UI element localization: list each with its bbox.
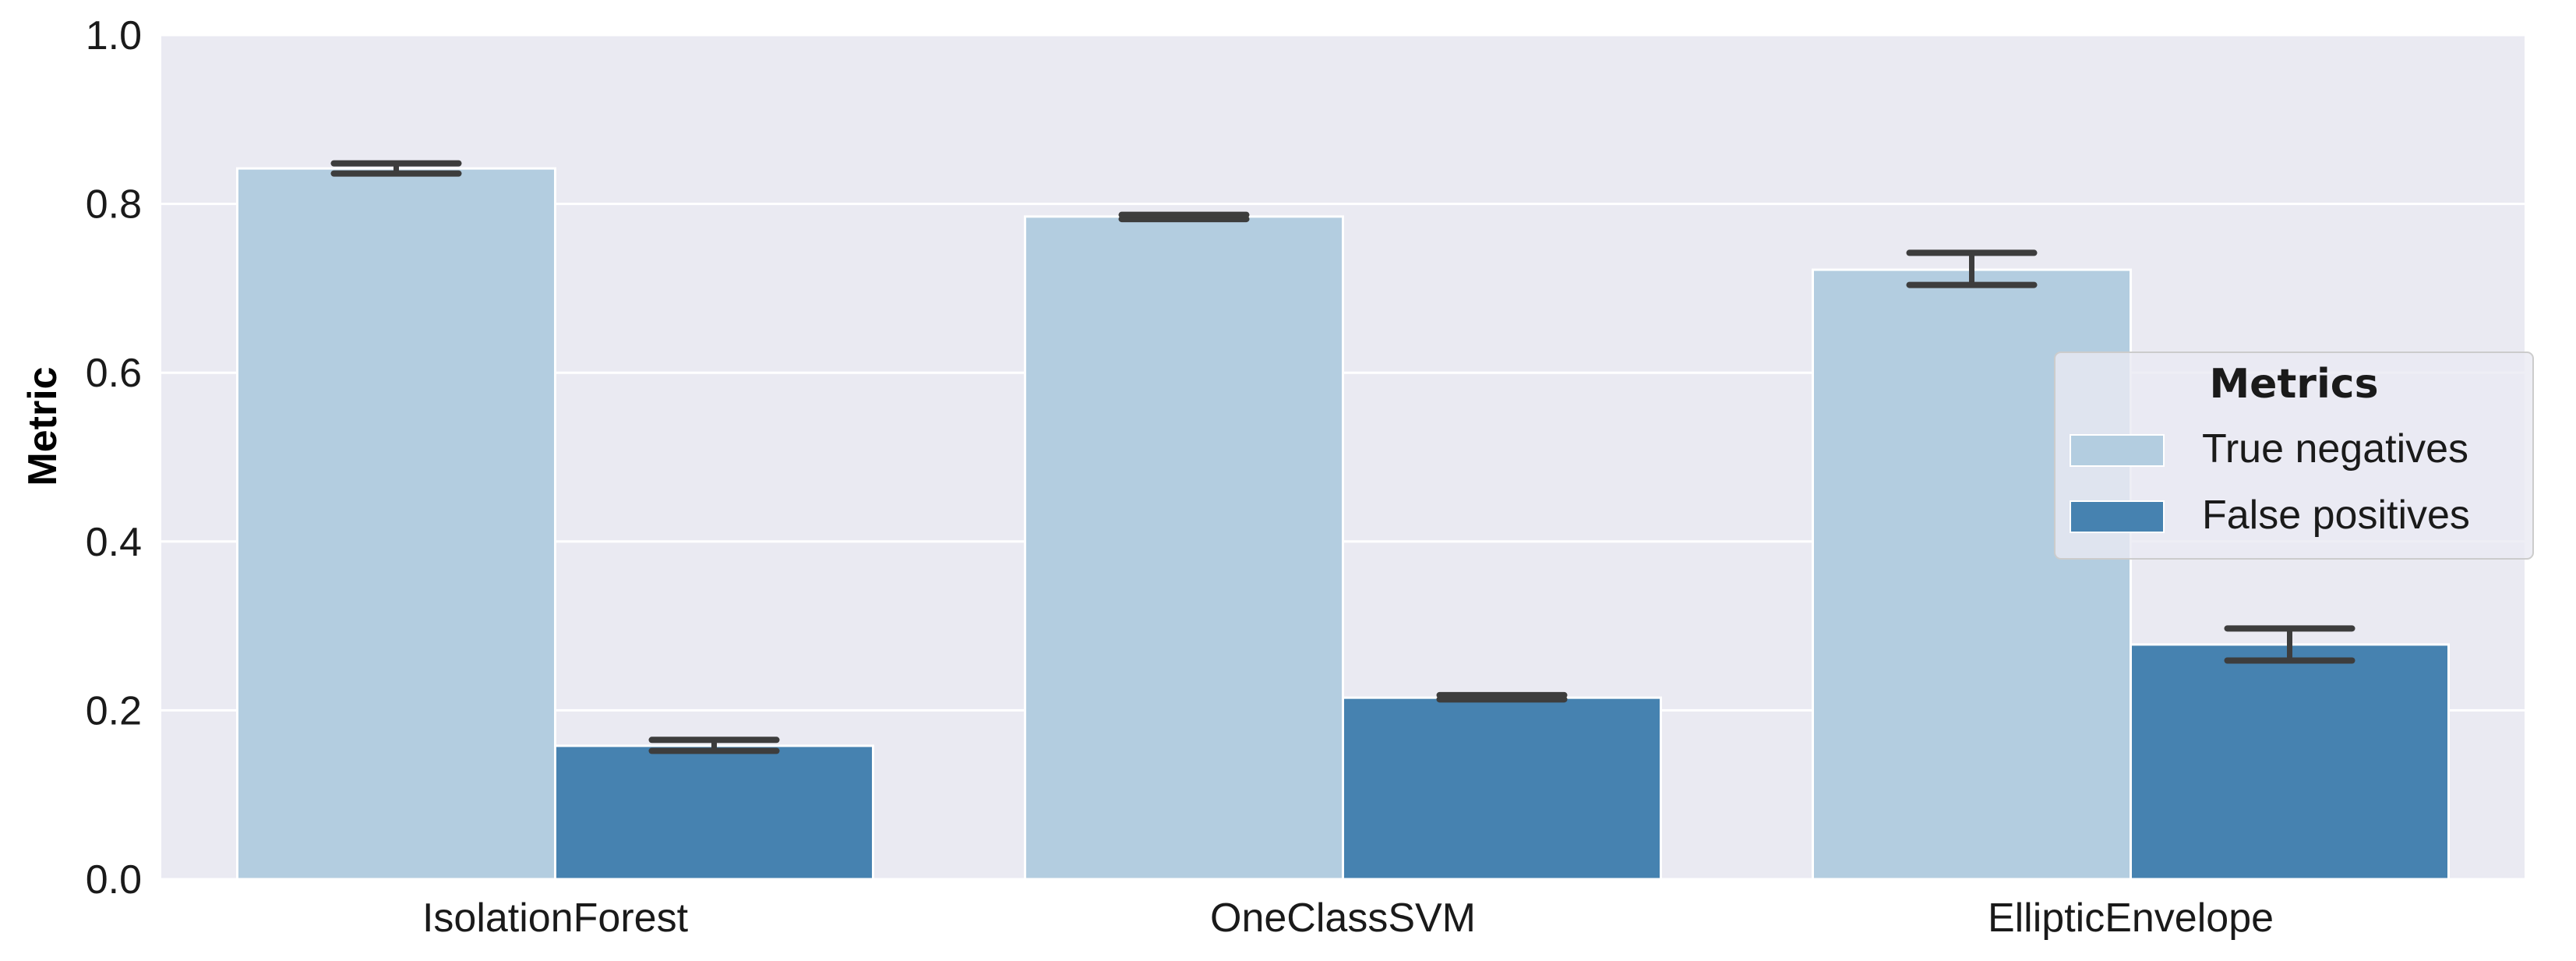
error-bar: [1118, 211, 1250, 223]
legend-items: True negatives False positives: [2070, 426, 2470, 538]
error-bars: [330, 160, 2355, 754]
bar-OneClassSVM-1: [1342, 696, 1662, 881]
legend-title: Metrics: [2209, 361, 2378, 408]
bar-OneClassSVM-0: [1024, 215, 1344, 881]
error-bar: [2224, 625, 2355, 664]
x-tick-label: IsolationForest: [422, 896, 689, 941]
y-tick-label: 1.0: [86, 13, 142, 58]
legend-label: False positives: [2202, 493, 2470, 538]
error-bar: [1436, 691, 1568, 703]
bar-IsolationForest-0: [236, 167, 556, 881]
bar-IsolationForest-1: [554, 744, 874, 881]
bar-EllipticEnvelope-1: [2130, 643, 2450, 881]
y-tick-label: 0.6: [86, 351, 142, 396]
legend-box: [2054, 352, 2534, 560]
legend-item: False positives: [2070, 493, 2470, 538]
legend-item: True negatives: [2070, 426, 2468, 472]
y-tick-labels: 0.0 0.2 0.4 0.6 0.8 1.0: [86, 13, 142, 903]
y-tick-label: 0.8: [86, 182, 142, 228]
x-tick-label: EllipticEnvelope: [1988, 896, 2274, 941]
legend: Metrics True negatives False positives: [2054, 352, 2534, 560]
legend-swatch: [2070, 500, 2165, 533]
y-axis-title: Metric: [20, 366, 65, 486]
y-tick-label: 0.2: [86, 688, 142, 733]
error-bar: [1906, 249, 2038, 288]
x-tick-labels: IsolationForest OneClassSVM EllipticEnvelo…: [422, 896, 2274, 941]
legend-swatch: [2070, 434, 2165, 467]
x-tick-label: OneClassSVM: [1210, 896, 1476, 941]
error-bar: [648, 737, 780, 754]
error-bar: [330, 160, 462, 177]
bars: [236, 167, 2450, 881]
y-tick-label: 0.4: [86, 520, 142, 565]
legend-label: True negatives: [2202, 426, 2468, 472]
y-tick-label: 0.0: [86, 857, 142, 903]
